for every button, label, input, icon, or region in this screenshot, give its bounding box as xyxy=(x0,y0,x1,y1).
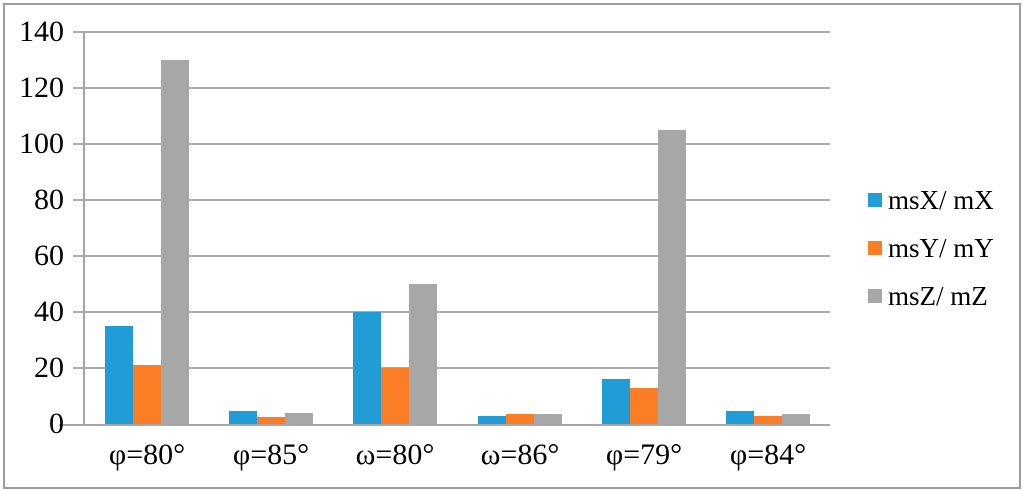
x-axis-category-label: ω=80° xyxy=(355,438,435,471)
legend-item: msZ/ mZ xyxy=(868,282,988,310)
x-axis-category-label: φ=80° xyxy=(108,438,186,471)
y-axis-tick-label: 40 xyxy=(34,295,64,328)
gridline xyxy=(73,87,830,89)
bar-mszmz-2 xyxy=(409,284,437,424)
bar-mszmz-1 xyxy=(285,412,313,424)
bar-msymy-0 xyxy=(133,365,161,424)
legend-swatch-icon xyxy=(868,193,882,207)
bar-msxmx-5 xyxy=(726,411,754,424)
gridline xyxy=(73,255,830,257)
bar-msxmx-1 xyxy=(229,411,257,424)
y-axis-tick-label: 0 xyxy=(49,407,64,440)
legend-swatch-icon xyxy=(868,241,882,255)
x-axis-category-label: φ=85° xyxy=(232,438,310,471)
bar-msymy-4 xyxy=(630,387,658,424)
bar-msymy-1 xyxy=(257,417,285,424)
bar-mszmz-3 xyxy=(534,414,562,424)
x-axis-category-label: φ=84° xyxy=(729,438,807,471)
bar-mszmz-0 xyxy=(161,60,189,424)
gridline xyxy=(73,199,830,201)
legend-item: msX/ mX xyxy=(868,186,994,214)
gridline xyxy=(73,31,830,33)
bar-mszmz-5 xyxy=(782,414,810,424)
bar-msxmx-4 xyxy=(602,379,630,424)
y-axis-tick-label: 20 xyxy=(34,351,64,384)
legend-item-label: msZ/ mZ xyxy=(888,281,988,311)
bar-msymy-5 xyxy=(754,415,782,424)
y-axis-tick-label: 60 xyxy=(34,239,64,272)
y-axis-tick-label: 120 xyxy=(19,71,64,104)
bar-msxmx-3 xyxy=(478,415,506,424)
legend-swatch-icon xyxy=(868,289,882,303)
bar-msxmx-0 xyxy=(105,326,133,424)
gridline xyxy=(73,367,830,369)
y-axis-tick-label: 140 xyxy=(19,15,64,48)
x-axis-category-label: ω=86° xyxy=(480,438,560,471)
y-axis-tick-label: 80 xyxy=(34,183,64,216)
bar-msxmx-2 xyxy=(353,312,381,424)
gridline xyxy=(73,143,830,145)
y-axis-line xyxy=(83,31,85,426)
bar-msymy-3 xyxy=(506,414,534,424)
gridline xyxy=(73,311,830,313)
legend-item: msY/ mY xyxy=(868,234,994,262)
y-axis-tick-label: 100 xyxy=(19,127,64,160)
x-axis-category-label: φ=79° xyxy=(605,438,683,471)
bar-msymy-2 xyxy=(381,368,409,424)
legend-item-label: msY/ mY xyxy=(888,233,994,263)
legend-item-label: msX/ mX xyxy=(888,185,994,215)
bar-mszmz-4 xyxy=(658,130,686,424)
x-axis-line xyxy=(59,424,830,426)
